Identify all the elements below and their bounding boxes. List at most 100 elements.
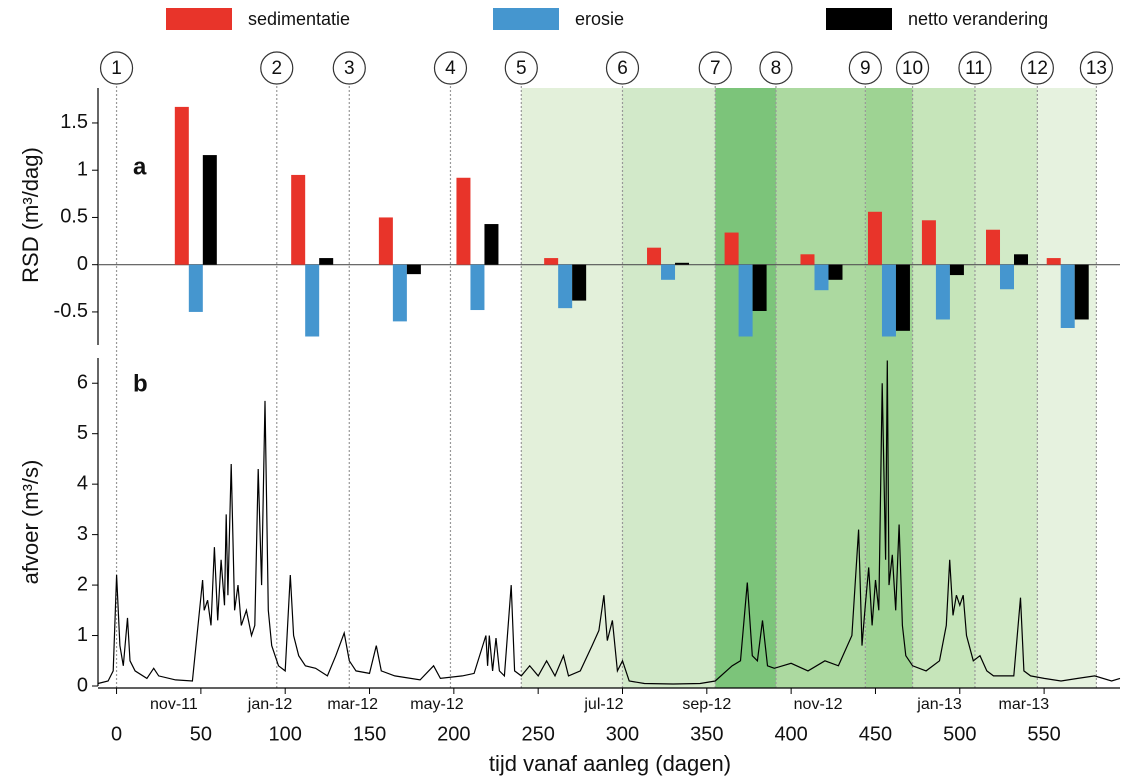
event-marker — [958, 51, 992, 85]
bar — [305, 264, 320, 337]
event-label: 8 — [771, 58, 782, 79]
bar — [647, 247, 662, 265]
month-label: jan-12 — [247, 696, 293, 713]
event-label: 9 — [860, 58, 871, 79]
month-label: jan-13 — [916, 696, 962, 713]
bar — [738, 264, 753, 337]
panel-label: b — [133, 370, 148, 397]
bar — [456, 177, 471, 265]
bar — [291, 174, 306, 265]
bar — [392, 264, 407, 322]
panel-label: a — [133, 153, 147, 180]
bar — [921, 220, 936, 265]
bar — [867, 211, 882, 265]
event-marker — [698, 51, 732, 85]
period-shading — [912, 88, 975, 688]
event-label: 3 — [344, 58, 355, 79]
y-tick-label: 4 — [77, 472, 88, 494]
bar — [558, 264, 573, 309]
bar — [406, 264, 421, 275]
x-tick-label: 100 — [269, 723, 302, 745]
bar — [814, 264, 829, 291]
event-marker — [504, 51, 538, 85]
bar — [484, 224, 499, 265]
y-tick-label: 5 — [77, 422, 88, 444]
month-label: may-12 — [410, 696, 463, 713]
y-tick-label: 0 — [77, 253, 88, 275]
period-shading — [715, 88, 776, 688]
x-tick-label: 400 — [774, 723, 807, 745]
bar — [544, 258, 559, 265]
event-marker — [848, 51, 882, 85]
event-marker — [260, 51, 294, 85]
period-shading — [865, 88, 913, 688]
x-tick-label: 0 — [111, 723, 122, 745]
event-label: 1 — [111, 58, 122, 79]
event-marker — [433, 51, 468, 85]
event-label: 10 — [902, 58, 923, 79]
period-shading — [775, 88, 866, 688]
bar — [800, 254, 815, 265]
event-label: 6 — [617, 58, 628, 79]
event-marker — [759, 51, 793, 85]
x-tick-label: 50 — [190, 723, 212, 745]
x-tick-label: 250 — [521, 723, 554, 745]
bar — [935, 264, 950, 320]
y-tick-label: 3 — [77, 523, 88, 545]
event-label: 7 — [710, 58, 721, 79]
event-label: 2 — [271, 58, 282, 79]
event-marker — [605, 51, 640, 85]
event-marker — [332, 51, 366, 85]
y-tick-label: 2 — [77, 573, 88, 595]
bar — [572, 264, 587, 301]
x-tick-label: 550 — [1027, 723, 1060, 745]
y-tick-label: 0 — [77, 674, 88, 696]
period-shading — [622, 88, 716, 688]
x-tick-label: 350 — [690, 723, 723, 745]
month-label: nov-12 — [794, 696, 843, 713]
event-label: 12 — [1027, 58, 1048, 79]
event-marker — [1079, 51, 1113, 85]
legend-label: sedimentatie — [248, 9, 350, 29]
period-shading — [521, 88, 623, 688]
bar — [661, 264, 676, 280]
x-tick-label: 150 — [353, 723, 386, 745]
x-tick-label: 450 — [859, 723, 892, 745]
x-tick-label: 200 — [437, 723, 470, 745]
bar — [828, 264, 843, 280]
bar — [1074, 264, 1089, 320]
bar — [895, 264, 910, 331]
bar — [202, 155, 217, 265]
month-label: mar-13 — [999, 696, 1050, 713]
event-label: 5 — [516, 58, 527, 79]
bar — [1014, 254, 1029, 265]
legend-label: netto verandering — [908, 9, 1048, 29]
bar — [319, 258, 334, 265]
legend-swatch — [493, 8, 559, 30]
y-tick-label: -0.5 — [54, 300, 88, 322]
event-marker — [99, 51, 134, 85]
month-label: sep-12 — [682, 696, 731, 713]
bar — [881, 264, 896, 337]
y-axis-label: afvoer (m³/s) — [18, 460, 43, 585]
bar — [1060, 264, 1075, 328]
bar — [724, 232, 739, 265]
event-marker — [895, 51, 930, 85]
y-tick-label: 0.5 — [60, 206, 88, 228]
event-label: 4 — [445, 58, 456, 79]
legend-label: erosie — [575, 9, 624, 29]
bar — [1046, 258, 1061, 265]
legend-swatch — [166, 8, 232, 30]
y-tick-label: 1.5 — [60, 111, 88, 133]
month-label: jul-12 — [583, 696, 623, 713]
bar — [752, 264, 767, 311]
y-axis-label: RSD (m³/dag) — [18, 147, 43, 283]
bar — [378, 217, 393, 265]
event-marker — [1020, 51, 1054, 85]
bar — [986, 229, 1001, 265]
x-axis-label: tijd vanaf aanleg (dagen) — [489, 751, 731, 776]
bar — [949, 264, 964, 276]
event-label: 13 — [1086, 58, 1107, 79]
bar — [174, 106, 189, 265]
